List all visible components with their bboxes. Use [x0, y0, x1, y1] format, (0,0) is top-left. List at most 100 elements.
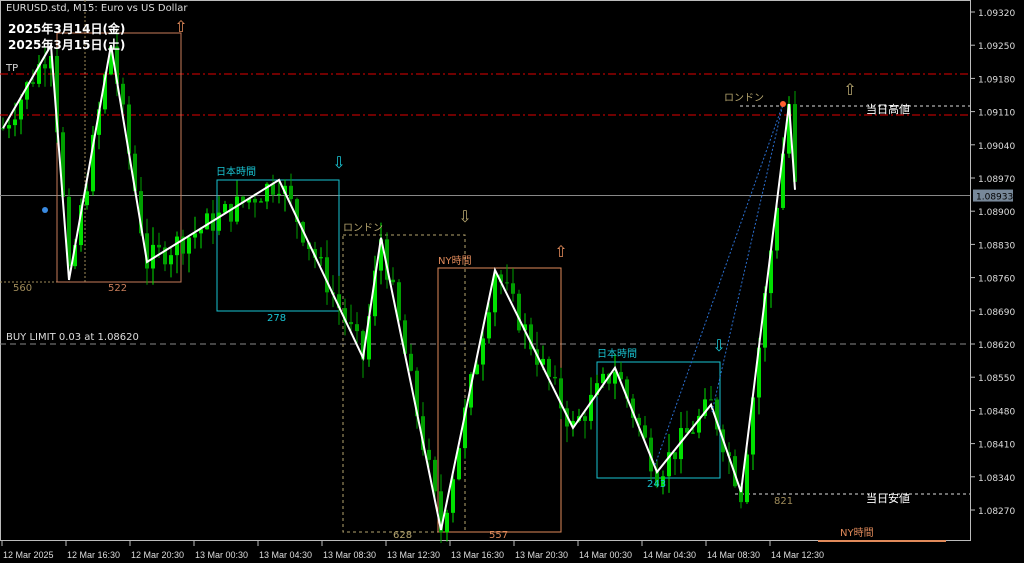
candle-body	[361, 331, 365, 360]
candle-body	[697, 415, 701, 433]
candle-body	[451, 479, 455, 513]
price-tick-label: 1.08830	[978, 241, 1015, 251]
date-label-2: 2025年3月15日(土)	[8, 38, 126, 52]
price-tick-label: 1.09110	[978, 109, 1015, 119]
candle-body	[505, 282, 509, 284]
candle-body	[553, 376, 557, 379]
candle-body	[253, 198, 257, 203]
candle-body	[619, 372, 623, 380]
candle-body	[295, 199, 299, 223]
candle-body	[457, 448, 461, 480]
candle-body	[463, 407, 467, 449]
candle-body	[433, 459, 437, 492]
candle-body	[7, 125, 11, 129]
candle-body	[49, 55, 53, 69]
candle-body	[325, 257, 329, 293]
price-tick-label: 1.08480	[978, 407, 1015, 417]
price-tick-label: 1.08270	[978, 507, 1015, 517]
candle-body	[715, 399, 719, 430]
session-range-4: 243	[647, 479, 667, 490]
candle-body	[259, 201, 263, 203]
date-label-1: 2025年3月14日(金)	[8, 22, 126, 36]
candle-body	[205, 213, 209, 230]
candle-body	[19, 99, 23, 120]
candle-body	[151, 244, 155, 269]
candle-body	[349, 322, 353, 325]
candle-body	[691, 432, 695, 434]
candle-body	[97, 109, 101, 135]
candle-body	[763, 293, 767, 348]
arrow-down-icon: ⇩	[332, 153, 345, 172]
trend-line	[711, 103, 784, 413]
candle-body	[277, 193, 281, 195]
candle-body	[319, 257, 323, 259]
candle-body	[373, 270, 377, 317]
candle-body	[607, 373, 611, 384]
time-tick-label: 12 Mar 20:30	[131, 550, 184, 560]
time-tick-label: 12 Mar 16:30	[67, 550, 120, 560]
candle-body	[661, 476, 665, 487]
session-name-2: ロンドン	[343, 223, 383, 234]
chart-title: EURUSD.std, M15: Euro vs US Dollar	[6, 3, 188, 14]
candle-body	[667, 452, 671, 477]
candle-body	[481, 338, 485, 365]
price-tick-label: 1.08760	[978, 275, 1015, 285]
candle-body	[769, 250, 773, 294]
candle-body	[517, 293, 521, 331]
high-marker-icon	[780, 101, 786, 107]
time-tick-label: 13 Mar 16:30	[451, 550, 504, 560]
candle-body	[427, 449, 431, 460]
candle-body	[181, 236, 185, 254]
candle-body	[367, 316, 371, 360]
price-tick-label: 1.09250	[978, 42, 1015, 52]
time-tick-label: 13 Mar 20:30	[515, 550, 568, 560]
session-name-3: NY時間	[438, 256, 472, 267]
candle-body	[793, 104, 797, 182]
candle-body	[265, 183, 269, 202]
candle-body	[403, 320, 407, 354]
candle-body	[493, 274, 497, 313]
candle-body	[637, 417, 641, 426]
candle-body	[655, 471, 659, 487]
arrow-up-icon: ⇧	[174, 17, 187, 36]
session-range-0: 522	[108, 283, 128, 294]
candle-body	[673, 452, 677, 460]
candle-body	[55, 55, 59, 133]
candle-body	[343, 308, 347, 323]
arrow-down-icon: ⇩	[458, 207, 471, 226]
candle-body	[595, 383, 599, 395]
candle-body	[601, 373, 605, 384]
time-tick-label: 14 Mar 04:30	[643, 550, 696, 560]
candle-body	[313, 248, 317, 258]
candle-body	[379, 239, 383, 271]
candle-body	[229, 204, 233, 222]
time-tick-label: 14 Mar 08:30	[707, 550, 760, 560]
candle-body	[235, 196, 239, 222]
session-range-3: 557	[489, 530, 509, 541]
candle-body	[31, 82, 35, 84]
time-tick-label: 14 Mar 00:30	[579, 550, 632, 560]
candle-body	[223, 204, 227, 213]
price-tick-label: 1.09320	[978, 9, 1015, 19]
candle-body	[193, 233, 197, 238]
arrow-down-icon: ⇩	[712, 336, 725, 355]
price-tick-label: 1.08340	[978, 474, 1015, 484]
candle-body	[103, 74, 107, 110]
candle-body	[67, 196, 71, 267]
candle-body	[385, 239, 389, 280]
candle-body	[13, 119, 17, 126]
tp-label: TP	[6, 63, 19, 74]
price-tick-label: 1.08900	[978, 208, 1015, 218]
candle-body	[37, 64, 41, 84]
candle-body	[391, 279, 395, 283]
candle-body	[631, 398, 635, 418]
price-tick-label: 1.08550	[978, 374, 1015, 384]
candle-body	[115, 46, 119, 84]
candle-body	[1, 128, 5, 130]
ny-label: NY時間	[840, 528, 874, 539]
candle-body	[733, 456, 737, 487]
candle-body	[85, 191, 89, 206]
buy-limit-label[interactable]: BUY LIMIT 0.03 at 1.08620	[6, 332, 139, 343]
